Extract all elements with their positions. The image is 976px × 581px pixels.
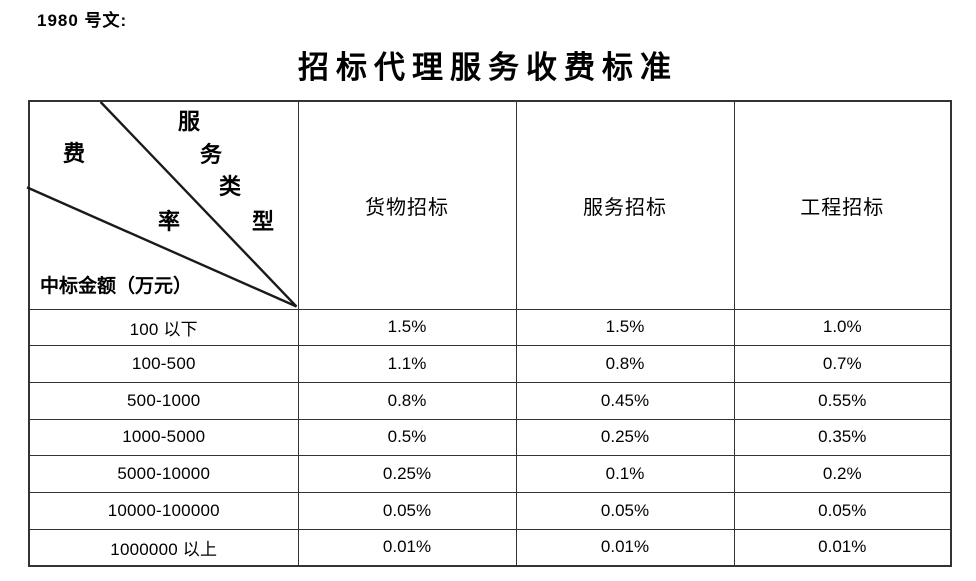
type-axis-char: 服 [178, 109, 201, 134]
column-header-goods: 货物招标 [297, 100, 517, 310]
column-header-engineering: 工程招标 [733, 100, 952, 310]
diagonal-divider-lines [26, 101, 298, 308]
rate-value-cell: 0.7% [733, 345, 952, 383]
page-title: 招标代理服务收费标准 [298, 50, 678, 85]
fee-table-body: 100 以下 1.5% 1.5% 1.0% 100-500 1.1% 0.8% 0.7% 500… [28, 308, 952, 567]
rate-value-cell: 0.35% [733, 418, 952, 457]
rate-value-cell: 0.01% [297, 528, 517, 567]
rate-value-cell: 0.05% [297, 491, 517, 530]
rate-value-cell: 0.01% [733, 528, 952, 567]
rate-value-cell: 1.5% [515, 308, 735, 347]
rate-value-cell: 0.5% [297, 418, 517, 457]
amount-range-cell: 10000-100000 [28, 491, 299, 530]
type-axis-char: 务 [200, 142, 223, 167]
column-header-service: 服务招标 [515, 100, 735, 310]
rate-value-cell: 0.2% [733, 455, 952, 493]
table-row: 500-1000 0.8% 0.45% 0.55% [28, 381, 952, 420]
rate-value-cell: 0.1% [515, 455, 735, 493]
type-axis-char: 类 [219, 174, 242, 199]
corner-header-cell: 服 务 类 型 费 率 中标金额（万元） [26, 100, 299, 310]
row-axis-label: 中标金额（万元） [40, 276, 193, 297]
table-row: 100-500 1.1% 0.8% 0.7% [28, 345, 952, 383]
rate-axis-char: 费 [63, 141, 86, 166]
rate-axis-char: 率 [158, 209, 181, 234]
rate-value-cell: 0.45% [515, 381, 735, 420]
table-row: 10000-100000 0.05% 0.05% 0.05% [28, 491, 952, 530]
table-row: 5000-10000 0.25% 0.1% 0.2% [28, 455, 952, 493]
rate-value-cell: 1.5% [297, 308, 517, 347]
rate-value-cell: 0.05% [733, 491, 952, 530]
rate-value-cell: 1.0% [733, 308, 952, 347]
type-axis-char: 型 [252, 209, 275, 234]
table-row: 100 以下 1.5% 1.5% 1.0% [28, 308, 952, 347]
amount-range-cell: 100 以下 [28, 308, 299, 347]
amount-range-cell: 500-1000 [28, 381, 299, 420]
rate-value-cell: 0.55% [733, 381, 952, 420]
amount-range-cell: 1000000 以上 [28, 528, 299, 567]
rate-value-cell: 0.01% [515, 528, 735, 567]
rate-value-cell: 0.25% [515, 418, 735, 457]
rate-value-cell: 0.05% [515, 491, 735, 530]
fee-standard-table: 服 务 类 型 费 率 中标金额（万元） 货物招标 服务招标 工程招标 100 … [26, 100, 952, 568]
document-number-label: 1980 号文: [37, 11, 128, 30]
amount-range-cell: 100-500 [28, 345, 299, 383]
header-row: 服 务 类 型 费 率 中标金额（万元） 货物招标 服务招标 工程招标 [26, 100, 952, 310]
rate-value-cell: 0.8% [515, 345, 735, 383]
table-row: 1000000 以上 0.01% 0.01% 0.01% [28, 528, 952, 567]
amount-range-cell: 5000-10000 [28, 455, 299, 493]
rate-value-cell: 0.25% [297, 455, 517, 493]
amount-range-cell: 1000-5000 [28, 418, 299, 457]
table-row: 1000-5000 0.5% 0.25% 0.35% [28, 418, 952, 457]
rate-value-cell: 1.1% [297, 345, 517, 383]
rate-value-cell: 0.8% [297, 381, 517, 420]
